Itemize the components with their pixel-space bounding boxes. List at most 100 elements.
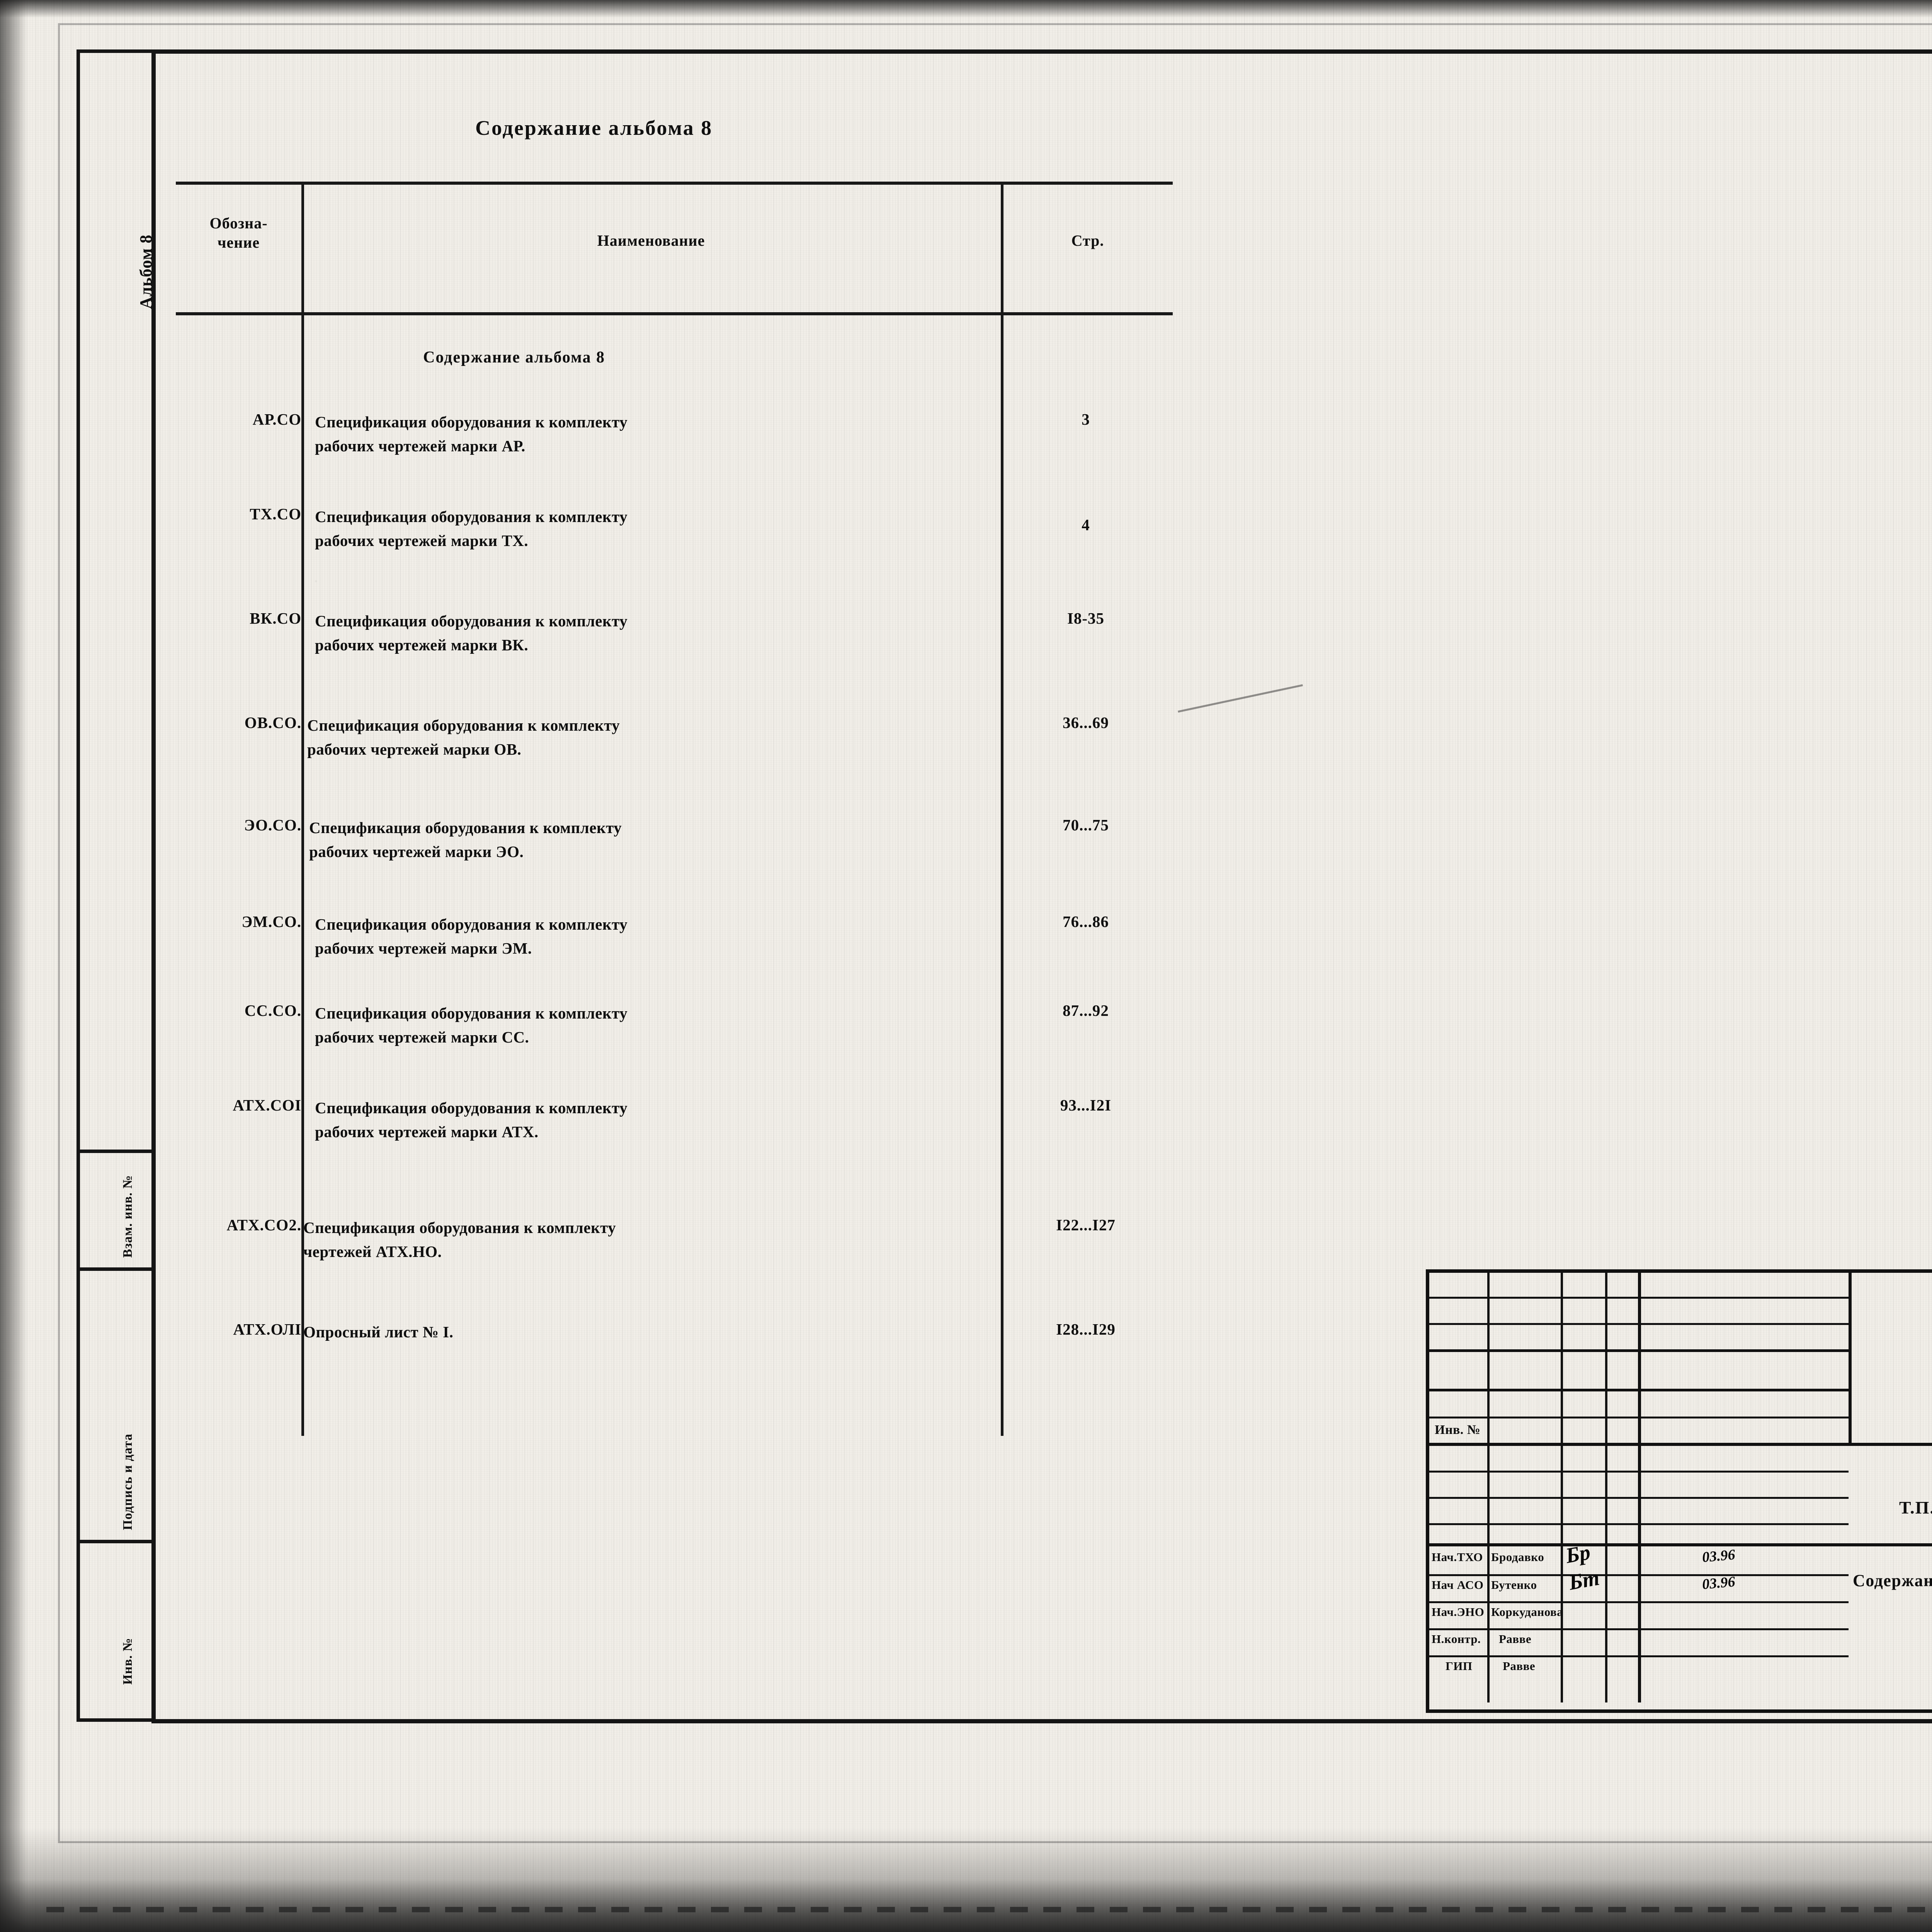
column-header-code-line2: чение <box>217 234 260 251</box>
row-name-line1: Спецификация оборудования к комплекту <box>303 1219 616 1236</box>
stamp-vline <box>1561 1273 1563 1702</box>
row-name-line1: Спецификация оборудования к комплекту <box>307 716 620 734</box>
scan-edge-left <box>0 0 27 1932</box>
row-name-line1: Опросный лист № I. <box>303 1323 454 1341</box>
row-name-line2: рабочих чертежей марки ТХ. <box>315 532 529 550</box>
signature-surname: Равве <box>1499 1632 1532 1646</box>
row-page: I28...I29 <box>1056 1320 1116 1338</box>
row-name-line1: Спецификация оборудования к комплекту <box>315 508 628 526</box>
signature-surname: Бродавко <box>1491 1550 1544 1564</box>
scan-dash-artifact <box>46 1907 1932 1912</box>
sheet-inner-frame <box>151 49 1932 1723</box>
stamp-inv-label: Инв. № <box>1435 1423 1481 1437</box>
table-body: Содержание альбома 8 АР.СО Спецификация … <box>176 315 1173 1436</box>
row-name-line2: рабочих чертежей марки ЭМ. <box>315 939 532 957</box>
row-name-line1: Спецификация оборудования к комплекту <box>315 1004 628 1022</box>
stamp-vline-right <box>1849 1273 1852 1446</box>
scan-edge-bottom <box>0 1879 1932 1932</box>
signature-role: ГИП <box>1446 1659 1473 1673</box>
column-header-page: Стр. <box>1071 232 1104 249</box>
row-name-line2: рабочих чертежей марки АТХ. <box>315 1123 539 1141</box>
signature-role: Нач.ТХО <box>1432 1550 1483 1564</box>
row-code: ВК.СО <box>250 609 301 627</box>
row-name-line2: рабочих чертежей марки ВК. <box>315 636 529 654</box>
row-page: I22...I27 <box>1056 1216 1116 1234</box>
stamp-vline <box>1638 1273 1641 1702</box>
scan-edge-top <box>0 0 1932 18</box>
table-section-title: Содержание альбома 8 <box>423 349 605 366</box>
row-name-line2: рабочих чертежей марки АР. <box>315 437 526 455</box>
body-divider-1 <box>301 315 304 1436</box>
row-code: АТХ.ОЛI <box>233 1320 301 1338</box>
album-label: Альбом 8 <box>136 234 155 309</box>
row-name-line1: Спецификация оборудования к комплекту <box>315 612 628 630</box>
row-name-line2: рабочих чертежей марки ОВ. <box>307 740 522 759</box>
signature-role: Нач.ЭНО <box>1432 1605 1485 1619</box>
row-name: Спецификация оборудования к комплекту ра… <box>309 816 991 864</box>
row-name-line1: Спецификация оборудования к комплекту <box>315 413 628 431</box>
row-page: 87...92 <box>1063 1002 1109 1019</box>
row-page: 70...75 <box>1063 816 1109 834</box>
row-name: Спецификация оборудования к комплекту ра… <box>315 1096 997 1144</box>
side-cell-podpis <box>77 1267 151 1271</box>
row-page: 36...69 <box>1063 714 1109 731</box>
signature-date-value: 03.96 <box>1701 1573 1736 1593</box>
side-label-vzam-inv: Взам. инв. № <box>121 1175 135 1258</box>
signature-role: Нач АСО <box>1432 1578 1484 1592</box>
stamp-vline <box>1487 1273 1490 1702</box>
row-name: Спецификация оборудования к комплекту ра… <box>315 505 997 553</box>
stamp-hline <box>1429 1543 1932 1546</box>
column-header-name: Наименование <box>597 232 705 249</box>
body-divider-2 <box>1001 315 1003 1436</box>
signature-surname: Равве <box>1503 1659 1536 1673</box>
column-header-code-line1: Обозна- <box>209 214 268 232</box>
row-name: Спецификация оборудования к комплекту ра… <box>307 713 989 762</box>
row-name: Спецификация оборудования к комплекту че… <box>303 1216 985 1264</box>
stamp-vline <box>1605 1273 1607 1702</box>
row-name: Спецификация оборудования к комплекту ра… <box>315 912 997 961</box>
stamp-hline <box>1429 1443 1932 1446</box>
side-label-inv-no: Инв. № <box>121 1638 135 1685</box>
row-name: Спецификация оборудования к комплекту ра… <box>315 410 997 458</box>
row-code: СС.СО. <box>244 1002 301 1019</box>
row-code: ОВ.СО. <box>244 714 301 731</box>
header-divider-1 <box>301 185 304 312</box>
side-cell-vzam <box>77 1150 151 1153</box>
row-page: 3 <box>1082 410 1090 428</box>
row-code: ЭМ.СО. <box>242 913 301 930</box>
document-code: Т.П. У.814-2-35.96 <box>1899 1498 1932 1517</box>
row-name-line1: Спецификация оборудования к комплекту <box>309 819 622 837</box>
page-title: Содержание альбома 8 <box>475 116 713 139</box>
table-header-row: Обозна- чение Наименование Стр. <box>176 182 1173 315</box>
gost-side-column <box>77 49 155 1722</box>
contents-table: Обозна- чение Наименование Стр. Содержан… <box>176 182 1173 1436</box>
row-name-line2: рабочих чертежей марки ЭО. <box>309 843 524 861</box>
signature-role: Н.контр. <box>1432 1632 1481 1646</box>
row-page: 4 <box>1082 516 1090 534</box>
row-name-line2: рабочих чертежей марки СС. <box>315 1028 529 1046</box>
row-page: 76...86 <box>1063 913 1109 930</box>
row-name: Опросный лист № I. <box>303 1320 985 1344</box>
side-cell-inv <box>77 1540 151 1543</box>
handwritten-signature: Бт <box>1567 1566 1601 1595</box>
handwritten-signature: Бр <box>1564 1540 1592 1568</box>
signature-surname: Бутенко <box>1491 1578 1537 1592</box>
row-code: ТХ.СО <box>250 505 301 523</box>
title-block: Инв. № Нач.ТХО Бродавко 03.96 Нач АСО Бу… <box>1426 1269 1932 1713</box>
row-code: АР.СО <box>252 410 301 428</box>
row-code: АТХ.СО2. <box>226 1216 301 1234</box>
signature-surname: Коркуданова <box>1491 1605 1563 1619</box>
header-divider-2 <box>1001 185 1003 312</box>
row-name: Спецификация оборудования к комплекту ра… <box>315 609 997 657</box>
row-name-line1: Спецификация оборудования к комплекту <box>315 915 628 933</box>
row-code: АТХ.СОI <box>233 1096 301 1114</box>
document-name: Содержание альбома 8 <box>1853 1571 1932 1590</box>
row-page: I8-35 <box>1067 609 1105 627</box>
column-header-code: Обозна- чение <box>176 214 301 252</box>
side-label-podpis-data: Подпись и дата <box>121 1434 135 1530</box>
row-page: 93...I2I <box>1060 1096 1112 1114</box>
row-code: ЭО.СО. <box>244 816 301 834</box>
row-name-line1: Спецификация оборудования к комплекту <box>315 1099 628 1117</box>
signature-date-value: 03.96 <box>1701 1546 1736 1566</box>
